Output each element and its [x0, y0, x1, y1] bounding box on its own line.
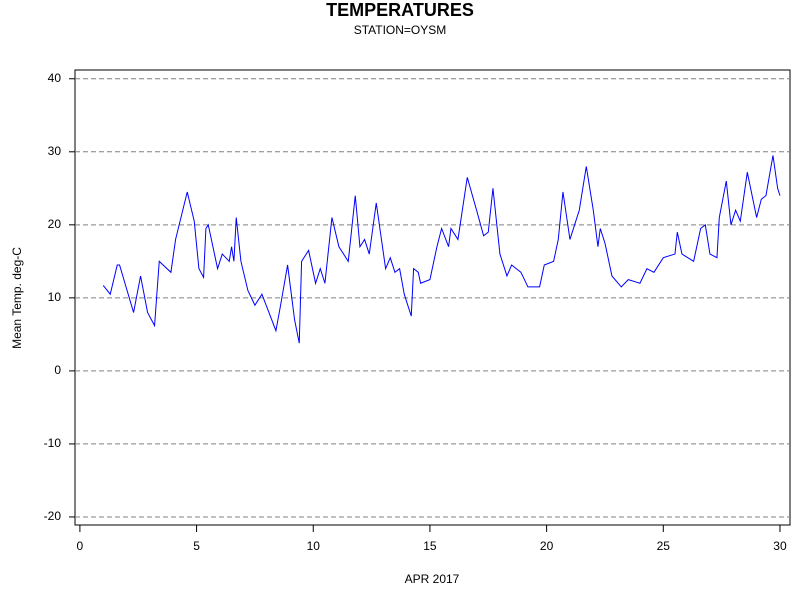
y-tick-label: 20 [48, 217, 62, 231]
chart-title: TEMPERATURES [326, 0, 474, 20]
x-tick-label: 0 [77, 539, 84, 553]
y-tick-label: -20 [44, 509, 62, 523]
y-axis-label: Mean Temp. deg-C [10, 247, 24, 349]
x-tick-label: 30 [773, 539, 787, 553]
x-axis-label: APR 2017 [405, 572, 460, 586]
data-line [102, 155, 781, 344]
y-tick-label: 0 [54, 363, 61, 377]
y-tick-label: 10 [48, 290, 62, 304]
x-tick-label: 25 [657, 539, 671, 553]
y-tick-label: 40 [48, 71, 62, 85]
y-tick-label: -10 [44, 436, 62, 450]
x-tick-label: 20 [540, 539, 554, 553]
x-tick-label: 5 [193, 539, 200, 553]
x-tick-label: 15 [423, 539, 437, 553]
x-tick-label: 10 [307, 539, 321, 553]
chart-subtitle: STATION=OYSM [354, 23, 447, 37]
y-tick-label: 30 [48, 144, 62, 158]
